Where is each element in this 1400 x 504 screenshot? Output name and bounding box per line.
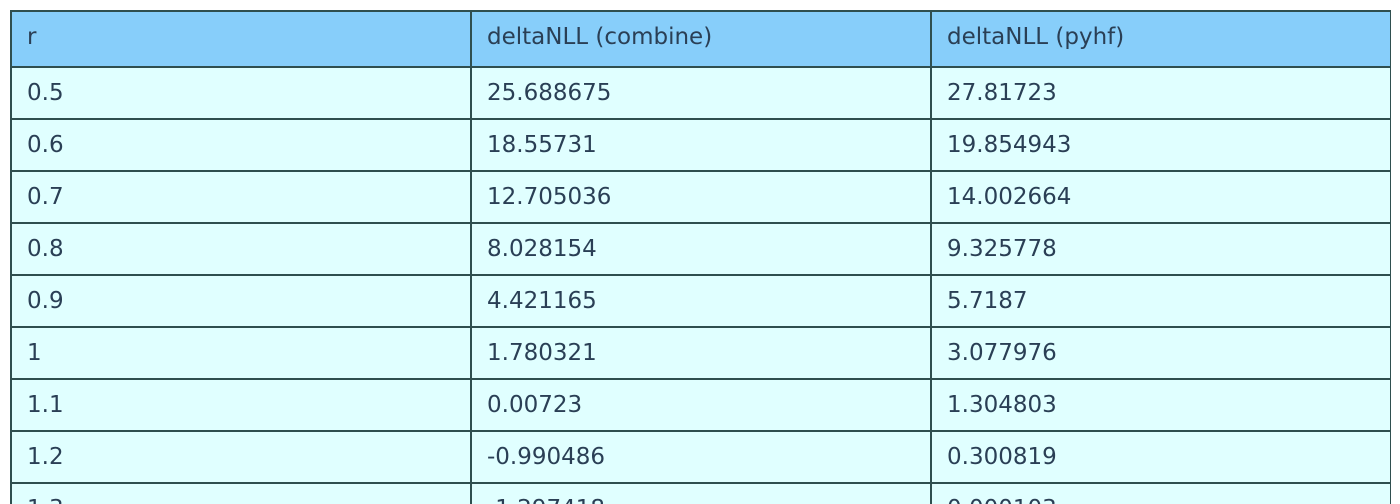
cell-deltanll-combine: 18.55731 <box>470 118 932 172</box>
cell-deltanll-pyhf: 5.7187 <box>930 274 1391 328</box>
cell-r: 0.8 <box>10 222 472 276</box>
table-row: 1.3-1.2974180.000103 <box>10 482 1391 504</box>
cell-deltanll-pyhf: 27.81723 <box>930 66 1391 120</box>
cell-r: 0.7 <box>10 170 472 224</box>
column-header-deltanll-combine: deltaNLL (combine) <box>470 10 932 68</box>
cell-deltanll-combine: 4.421165 <box>470 274 932 328</box>
cell-deltanll-combine: 1.780321 <box>470 326 932 380</box>
table-row: 0.6 18.55731 19.854943 <box>10 118 1391 172</box>
cell-deltanll-combine: 8.028154 <box>470 222 932 276</box>
cell-deltanll-pyhf: 0.000103 <box>930 482 1391 504</box>
table-row: 1 1.780321 3.077976 <box>10 326 1391 380</box>
cell-deltanll-pyhf: 9.325778 <box>930 222 1391 276</box>
cell-r: 0.5 <box>10 66 472 120</box>
cell-deltanll-pyhf: 1.304803 <box>930 378 1391 432</box>
cell-r: 0.9 <box>10 274 472 328</box>
cell-deltanll-combine: 25.688675 <box>470 66 932 120</box>
cell-deltanll-combine: 0.00723 <box>470 378 932 432</box>
cell-r: 1 <box>10 326 472 380</box>
results-table: r deltaNLL (combine) deltaNLL (pyhf) 0.5… <box>10 10 1391 504</box>
cell-deltanll-pyhf: 3.077976 <box>930 326 1391 380</box>
header-row: r deltaNLL (combine) deltaNLL (pyhf) <box>10 10 1391 68</box>
cell-r: 0.6 <box>10 118 472 172</box>
column-header-deltanll-pyhf: deltaNLL (pyhf) <box>930 10 1391 68</box>
column-header-r: r <box>10 10 472 68</box>
cell-deltanll-pyhf: 19.854943 <box>930 118 1391 172</box>
cell-r: 1.1 <box>10 378 472 432</box>
table-row: 0.5 25.688675 27.81723 <box>10 66 1391 120</box>
cell-deltanll-pyhf: 0.300819 <box>930 430 1391 484</box>
table-row: 1.2 -0.990486 0.300819 <box>10 430 1391 484</box>
cell-deltanll-combine: -0.990486 <box>470 430 932 484</box>
cell-deltanll-combine: -1.297418 <box>470 482 932 504</box>
cell-r: 1.2 <box>10 430 472 484</box>
cell-r: 1.3 <box>10 482 472 504</box>
table-row: 0.8 8.028154 9.325778 <box>10 222 1391 276</box>
table-row: 0.9 4.421165 5.7187 <box>10 274 1391 328</box>
table-row: 0.7 12.705036 14.002664 <box>10 170 1391 224</box>
table-row: 1.1 0.00723 1.304803 <box>10 378 1391 432</box>
cell-deltanll-pyhf: 14.002664 <box>930 170 1391 224</box>
table-body: 0.5 25.688675 27.81723 0.6 18.55731 19.854943… <box>10 66 1391 504</box>
cell-deltanll-combine: 12.705036 <box>470 170 932 224</box>
table-container: r deltaNLL (combine) deltaNLL (pyhf) 0.5… <box>10 10 1391 504</box>
